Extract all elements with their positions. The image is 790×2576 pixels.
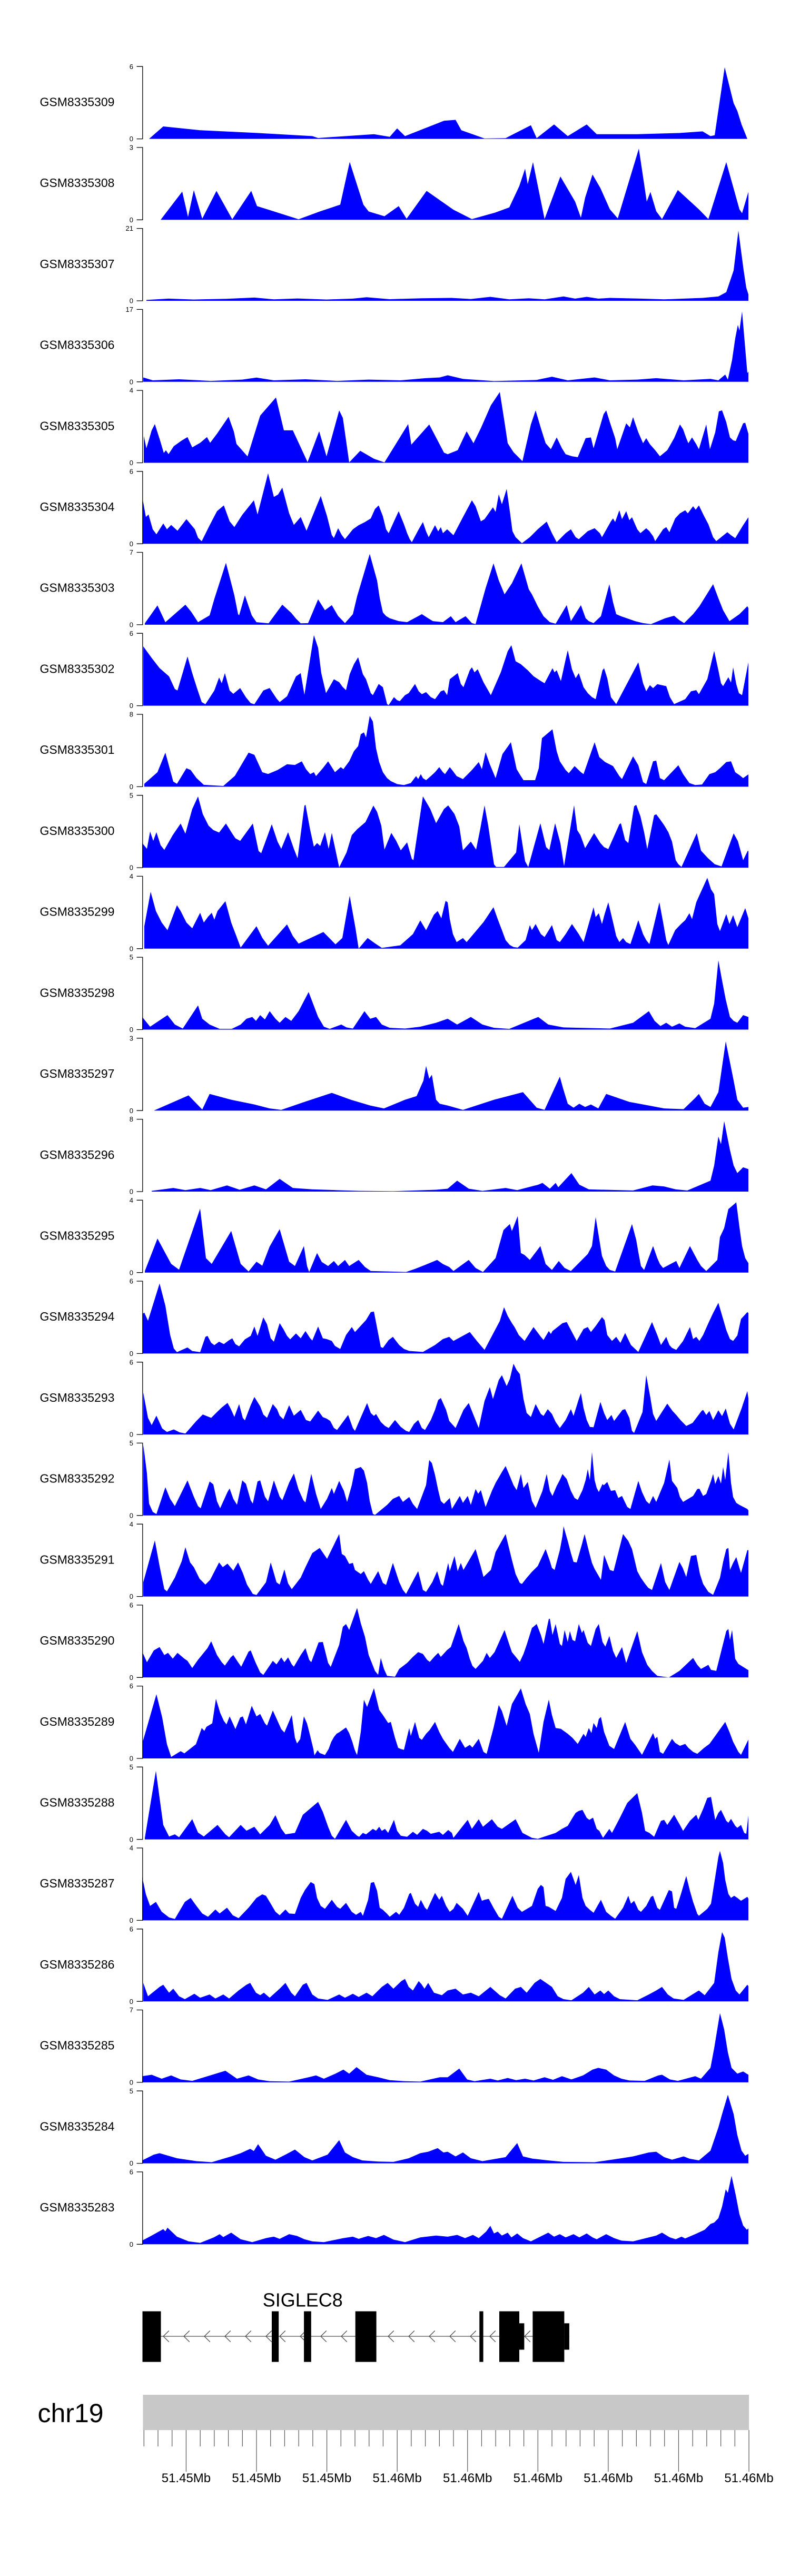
- svg-text:0: 0: [130, 2159, 133, 2167]
- svg-text:0: 0: [130, 783, 133, 791]
- svg-text:0: 0: [130, 1835, 133, 1843]
- svg-text:GSM8335296: GSM8335296: [40, 1148, 115, 1162]
- svg-text:GSM8335291: GSM8335291: [40, 1552, 115, 1566]
- svg-text:GSM8335306: GSM8335306: [40, 338, 115, 352]
- svg-text:GSM8335305: GSM8335305: [40, 419, 115, 432]
- svg-text:GSM8335286: GSM8335286: [40, 1958, 115, 1971]
- svg-text:GSM8335284: GSM8335284: [40, 2119, 115, 2133]
- svg-text:0: 0: [130, 2240, 133, 2248]
- svg-text:5: 5: [130, 2087, 133, 2095]
- svg-text:51.45Mb: 51.45Mb: [232, 2471, 281, 2485]
- svg-text:6: 6: [130, 630, 133, 637]
- svg-text:GSM8335304: GSM8335304: [40, 500, 115, 514]
- svg-text:GSM8335293: GSM8335293: [40, 1391, 115, 1404]
- svg-text:51.46Mb: 51.46Mb: [443, 2471, 492, 2485]
- svg-text:4: 4: [130, 1844, 133, 1852]
- svg-text:51.46Mb: 51.46Mb: [724, 2471, 773, 2485]
- svg-text:GSM8335288: GSM8335288: [40, 1796, 115, 1810]
- svg-text:0: 0: [130, 1998, 133, 2005]
- svg-text:0: 0: [130, 459, 133, 467]
- svg-text:GSM8335301: GSM8335301: [40, 743, 115, 756]
- svg-text:4: 4: [130, 1196, 133, 1204]
- svg-text:6: 6: [130, 1601, 133, 1609]
- svg-text:51.45Mb: 51.45Mb: [162, 2471, 211, 2485]
- svg-text:GSM8335295: GSM8335295: [40, 1229, 115, 1243]
- svg-text:5: 5: [130, 1763, 133, 1771]
- svg-text:51.46Mb: 51.46Mb: [372, 2471, 421, 2485]
- svg-text:4: 4: [130, 872, 133, 880]
- svg-text:0: 0: [130, 1107, 133, 1115]
- svg-text:51.46Mb: 51.46Mb: [514, 2471, 562, 2485]
- svg-text:0: 0: [130, 135, 133, 143]
- svg-text:4: 4: [130, 1520, 133, 1528]
- svg-text:3: 3: [130, 144, 133, 152]
- svg-text:0: 0: [130, 1674, 133, 1682]
- svg-text:GSM8335294: GSM8335294: [40, 1310, 115, 1323]
- svg-text:5: 5: [130, 1439, 133, 1447]
- svg-text:0: 0: [130, 1350, 133, 1358]
- svg-text:8: 8: [130, 1115, 133, 1123]
- svg-text:0: 0: [130, 2079, 133, 2087]
- svg-text:0: 0: [130, 1431, 133, 1439]
- svg-text:0: 0: [130, 540, 133, 548]
- svg-text:GSM8335302: GSM8335302: [40, 662, 115, 675]
- svg-text:0: 0: [130, 1511, 133, 1519]
- svg-text:51.45Mb: 51.45Mb: [302, 2471, 351, 2485]
- svg-text:5: 5: [130, 953, 133, 961]
- svg-text:0: 0: [130, 621, 133, 629]
- svg-text:0: 0: [130, 864, 133, 872]
- svg-text:6: 6: [130, 1682, 133, 1690]
- svg-text:5: 5: [130, 791, 133, 799]
- svg-text:0: 0: [130, 1755, 133, 1763]
- svg-text:chr19: chr19: [38, 2398, 104, 2428]
- svg-text:17: 17: [126, 306, 133, 313]
- svg-text:6: 6: [130, 1358, 133, 1366]
- svg-text:0: 0: [130, 945, 133, 952]
- svg-text:0: 0: [130, 702, 133, 710]
- svg-text:GSM8335299: GSM8335299: [40, 905, 115, 919]
- svg-text:0: 0: [130, 1592, 133, 1600]
- svg-text:0: 0: [130, 1269, 133, 1276]
- svg-text:GSM8335298: GSM8335298: [40, 986, 115, 999]
- svg-text:6: 6: [130, 467, 133, 475]
- svg-text:51.46Mb: 51.46Mb: [584, 2471, 633, 2485]
- svg-text:SIGLEC8: SIGLEC8: [263, 2289, 343, 2311]
- svg-text:GSM8335300: GSM8335300: [40, 824, 115, 838]
- svg-text:0: 0: [130, 1026, 133, 1034]
- svg-text:GSM8335283: GSM8335283: [40, 2200, 115, 2214]
- svg-text:6: 6: [130, 2168, 133, 2176]
- svg-text:0: 0: [130, 1188, 133, 1196]
- svg-text:0: 0: [130, 216, 133, 224]
- svg-text:GSM8335307: GSM8335307: [40, 257, 115, 271]
- svg-text:4: 4: [130, 387, 133, 395]
- svg-text:GSM8335303: GSM8335303: [40, 581, 115, 595]
- svg-text:6: 6: [130, 1277, 133, 1285]
- svg-text:51.46Mb: 51.46Mb: [654, 2471, 703, 2485]
- svg-text:GSM8335308: GSM8335308: [40, 176, 115, 190]
- svg-text:GSM8335309: GSM8335309: [40, 95, 115, 109]
- svg-text:7: 7: [130, 2006, 133, 2014]
- svg-text:6: 6: [130, 63, 133, 71]
- svg-text:GSM8335285: GSM8335285: [40, 2039, 115, 2052]
- svg-text:8: 8: [130, 711, 133, 719]
- svg-text:3: 3: [130, 1034, 133, 1042]
- svg-text:GSM8335297: GSM8335297: [40, 1067, 115, 1080]
- svg-text:GSM8335289: GSM8335289: [40, 1715, 115, 1728]
- svg-text:0: 0: [130, 1916, 133, 1924]
- svg-text:GSM8335290: GSM8335290: [40, 1634, 115, 1647]
- svg-text:7: 7: [130, 548, 133, 556]
- svg-text:21: 21: [126, 224, 133, 232]
- svg-text:GSM8335292: GSM8335292: [40, 1472, 115, 1486]
- svg-text:6: 6: [130, 1925, 133, 1933]
- svg-text:GSM8335287: GSM8335287: [40, 1876, 115, 1890]
- svg-text:0: 0: [130, 297, 133, 305]
- svg-text:0: 0: [130, 378, 133, 386]
